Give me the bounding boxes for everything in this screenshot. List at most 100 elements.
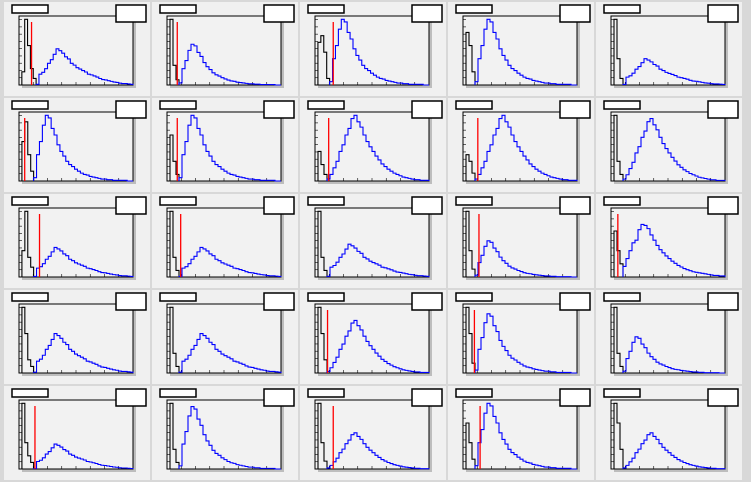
histogram-low [463, 210, 476, 278]
plot-frame [610, 207, 726, 278]
plot-frame [314, 399, 430, 470]
histogram-low [167, 402, 180, 470]
histogram-pad[interactable] [300, 98, 446, 192]
histogram-low [611, 230, 624, 278]
histogram-high [33, 114, 133, 182]
stats-box [263, 292, 295, 311]
histogram-pad[interactable] [300, 386, 446, 480]
stats-box [559, 4, 591, 23]
histogram-high [622, 223, 726, 277]
histogram-pad[interactable] [4, 2, 150, 96]
histogram-pad[interactable] [448, 2, 594, 96]
histogram-pad[interactable] [152, 194, 298, 288]
histogram-high [33, 443, 134, 470]
stats-box [411, 292, 443, 311]
histogram-pad[interactable] [152, 386, 298, 480]
histogram-low [167, 306, 180, 374]
histogram-high [33, 246, 134, 277]
histogram-pad[interactable] [300, 2, 446, 96]
plot-frame [610, 15, 726, 86]
histogram-low [463, 154, 476, 182]
histogram-high [178, 246, 282, 277]
histogram-low [19, 18, 37, 86]
histogram-low [19, 210, 35, 278]
histogram-pad[interactable] [596, 98, 742, 192]
title-box [307, 196, 345, 206]
stats-box [263, 196, 295, 215]
histogram-pad[interactable] [4, 98, 150, 192]
histogram-pad[interactable] [4, 194, 150, 288]
stats-box [411, 4, 443, 23]
title-box [159, 388, 197, 398]
histogram-pad[interactable] [596, 2, 742, 96]
plot-frame [166, 303, 282, 374]
stats-box [559, 196, 591, 215]
histogram-pad[interactable] [596, 290, 742, 384]
plot-frame [462, 303, 578, 374]
stats-box [707, 292, 739, 311]
histogram-low [315, 150, 328, 182]
title-box [603, 100, 641, 110]
stats-box [115, 4, 147, 23]
plot-frame [610, 399, 726, 470]
histogram-high [33, 333, 134, 373]
plot-frame [18, 399, 134, 470]
stats-box [115, 100, 147, 119]
histogram-low [611, 18, 624, 86]
title-box [11, 4, 49, 14]
histogram-pad[interactable] [448, 194, 594, 288]
histogram-pad[interactable] [152, 98, 298, 192]
plot-frame [314, 303, 430, 374]
histogram-pad[interactable] [448, 98, 594, 192]
histogram-low [463, 422, 476, 470]
histogram-low [611, 402, 624, 470]
histogram-high [326, 243, 430, 277]
histogram-high [474, 18, 577, 86]
histogram-low [315, 402, 328, 470]
plot-frame [18, 15, 134, 86]
title-box [603, 4, 641, 14]
histogram-low [19, 306, 35, 374]
histogram-pad[interactable] [4, 386, 150, 480]
histogram-low [167, 210, 180, 278]
stats-box [707, 196, 739, 215]
plot-frame [462, 207, 578, 278]
histogram-high [178, 333, 282, 373]
histogram-high [326, 432, 430, 470]
histogram-low [167, 18, 180, 86]
histogram-pad[interactable] [4, 290, 150, 384]
title-box [307, 100, 345, 110]
histogram-high [178, 43, 281, 86]
histogram-high [178, 406, 281, 470]
histogram-pad[interactable] [596, 194, 742, 288]
histogram-pad[interactable] [300, 194, 446, 288]
histogram-high [474, 240, 577, 278]
title-box [11, 292, 49, 302]
histogram-pad[interactable] [300, 290, 446, 384]
histogram-pad[interactable] [152, 290, 298, 384]
plot-frame [18, 207, 134, 278]
title-box [159, 100, 197, 110]
stats-box [559, 100, 591, 119]
title-box [11, 100, 49, 110]
histogram-high [622, 336, 725, 374]
histogram-pad[interactable] [152, 2, 298, 96]
title-box [603, 196, 641, 206]
stats-box [263, 100, 295, 119]
histogram-low [611, 114, 624, 182]
title-box [455, 292, 493, 302]
title-box [455, 196, 493, 206]
stats-box [411, 388, 443, 407]
histogram-pad[interactable] [596, 386, 742, 480]
title-box [455, 388, 493, 398]
histogram-high [474, 114, 578, 181]
histogram-pad[interactable] [448, 290, 594, 384]
histogram-high [326, 114, 430, 181]
stats-box [115, 292, 147, 311]
histogram-low [315, 210, 328, 278]
histogram-low [167, 134, 180, 182]
plot-frame [166, 207, 282, 278]
plot-frame [166, 15, 282, 86]
histogram-high [622, 58, 726, 86]
histogram-pad[interactable] [448, 386, 594, 480]
